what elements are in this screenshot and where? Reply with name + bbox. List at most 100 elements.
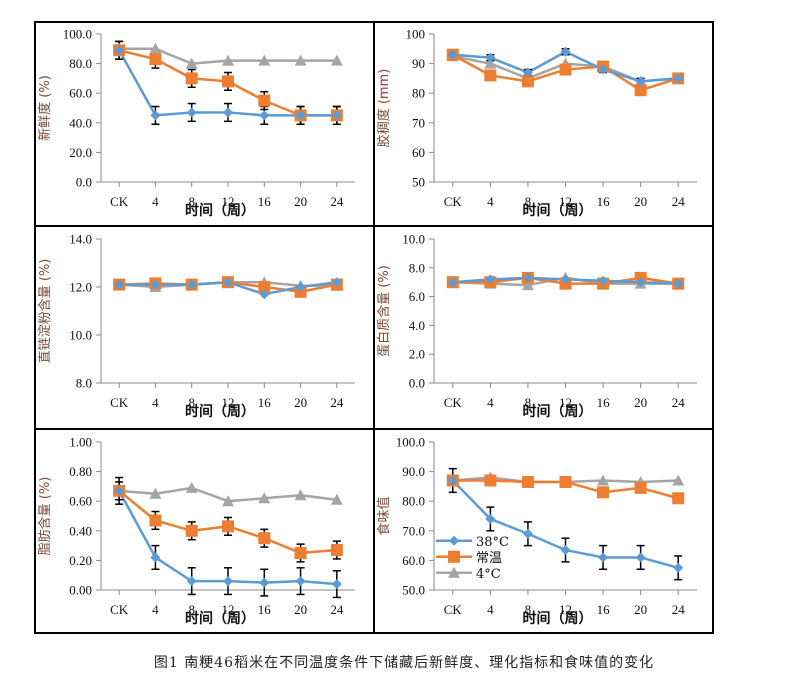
legend-label: 4°C [476,567,501,582]
data-point-diamond [223,576,233,587]
y-tick-label: 80 [412,86,425,101]
data-point-diamond [295,282,306,292]
data-point-square [258,281,271,293]
legend-marker-diamond [449,535,459,546]
x-tick-label: 24 [672,194,686,209]
data-point-square [222,520,234,533]
y-tick-label: 8.0 [409,260,425,275]
y-tick-label: 4.0 [409,318,425,333]
data-point-square [222,75,234,88]
data-point-diamond [522,272,533,283]
x-tick-label: 16 [597,395,611,410]
x-tick-label: 4 [152,194,159,209]
y-tick-label: 12.0 [69,280,92,295]
data-point-diamond [114,485,125,496]
y-tick-label: 0.20 [69,553,92,568]
x-tick-label: 8 [188,602,195,617]
data-point-diamond [186,279,197,290]
x-tick-label: 24 [330,395,344,410]
y-tick-label: 100 [406,27,426,42]
x-tick-label: CK [110,395,129,410]
data-point-square [294,547,307,559]
data-point-diamond [598,552,609,563]
data-point-diamond [331,110,342,121]
y-tick-label: 90 [412,56,425,71]
x-tick-label: 12 [222,602,235,617]
x-tick-label: 4 [487,194,494,209]
data-point-square [672,492,685,505]
x-tick-label: 24 [672,602,686,617]
data-point-diamond [150,552,161,563]
data-point-triangle [149,487,162,499]
x-tick-label: 16 [258,194,272,209]
data-point-triangle [258,54,271,66]
x-axis-label: 时间（周） [185,403,255,420]
data-point-square [330,544,343,557]
x-tick-label: 12 [222,194,235,209]
data-point-triangle [185,57,198,69]
data-point-diamond [522,67,533,78]
x-tick-label: 20 [294,194,307,209]
y-tick-label: 14.0 [69,232,92,247]
y-tick-label: 0.80 [69,464,92,479]
chart-panel-middle-left: 8.0 10.0 12.0 14.0 CK 4 8 12 16 20 24 时间（周） 直链淀粉含量 (… [37,232,355,420]
data-point-diamond [259,289,270,300]
chart-panel-bottom-left: 0.00 0.20 0.40 0.60 0.80 1.00 CK 4 8 12 16 20 24 时间（周… [37,435,355,627]
y-tick-label: 0.40 [69,523,92,538]
data-point-diamond [635,277,646,288]
x-axis-label: 时间（周） [523,202,593,219]
data-point-square [559,63,572,76]
data-point-square [634,84,647,97]
x-tick-label: CK [110,602,129,617]
y-tick-label: 70 [412,115,425,130]
data-point-square [484,474,497,487]
x-tick-label: 24 [330,194,344,209]
x-tick-label: 20 [634,602,647,617]
data-point-diamond [673,278,684,289]
data-point-square [149,514,162,527]
y-axis-label: 蛋白质含量 (%) [376,265,392,357]
x-tick-label: 16 [258,602,272,617]
legend-marker-square [448,550,460,563]
data-point-diamond [522,528,533,539]
x-tick-label: 8 [525,395,532,410]
x-tick-label: 8 [525,602,532,617]
data-point-diamond [560,46,571,57]
x-tick-label: CK [444,194,463,209]
x-axis-label: 时间（周） [185,202,255,219]
data-point-diamond [223,277,233,288]
x-tick-label: CK [444,395,463,410]
data-point-square [258,94,271,107]
data-point-diamond [295,576,306,587]
data-point-triangle [258,492,271,504]
x-tick-label: 4 [152,395,159,410]
chart-panel-top-right: 50 60 70 80 90 100 CK 4 8 12 16 20 24 时间（周） 胶稠度 (mm) [376,27,697,219]
y-tick-label: 60 [412,145,425,160]
data-point-square [521,475,534,488]
data-point-square [149,53,162,66]
y-axis-label: 胶稠度 (mm) [376,69,392,148]
data-point-triangle [330,493,343,505]
data-point-square [559,475,572,488]
x-tick-label: 12 [559,194,572,209]
data-point-diamond [447,49,458,60]
data-point-diamond [331,277,342,288]
x-tick-label: 16 [597,602,611,617]
data-point-diamond [673,562,684,573]
y-tick-label: 60.0 [402,553,425,568]
data-point-diamond [331,579,342,590]
x-tick-label: 8 [188,194,195,209]
chart-panel-top-left: 0.0 20.0 40.0 60.0 80.0 100.0 CK 4 8 12 16 20 24 时间（周… [37,27,355,219]
y-axis-label: 脂肪含量 (%) [37,477,53,556]
x-tick-label: 24 [672,395,686,410]
y-tick-label: 1.00 [69,435,92,450]
data-point-diamond [485,513,496,524]
data-point-square [521,75,534,88]
y-tick-label: 80.0 [402,494,425,509]
x-tick-label: 16 [258,395,272,410]
x-tick-label: 20 [294,395,307,410]
y-tick-label: 60.0 [69,86,92,101]
data-point-square [185,524,198,537]
y-axis-label: 直链淀粉含量 (%) [37,259,53,364]
